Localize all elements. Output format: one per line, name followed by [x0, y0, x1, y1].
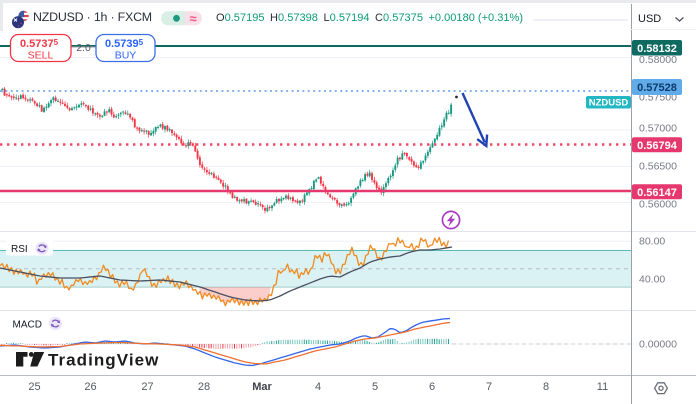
svg-text:6: 6	[429, 381, 435, 393]
svg-text:0.57000: 0.57000	[639, 123, 677, 135]
svg-text:0.57375: 0.57375	[20, 38, 59, 50]
svg-text:5: 5	[372, 381, 378, 393]
svg-text:27: 27	[141, 381, 153, 393]
svg-text:0.56794: 0.56794	[637, 140, 678, 152]
svg-text:0.57395: 0.57395	[105, 38, 144, 50]
svg-text:0.56000: 0.56000	[639, 199, 677, 211]
svg-text:NZDUSD: NZDUSD	[589, 98, 629, 109]
svg-text:RSI: RSI	[11, 244, 28, 255]
svg-text:0.57528: 0.57528	[637, 82, 677, 94]
svg-text:2.0: 2.0	[76, 42, 91, 54]
svg-text:26: 26	[84, 381, 96, 393]
svg-text:≈: ≈	[190, 11, 197, 26]
svg-text:11: 11	[597, 381, 608, 393]
svg-text:4: 4	[315, 381, 321, 393]
svg-text:0.00000: 0.00000	[639, 339, 677, 351]
svg-text:Mar: Mar	[252, 381, 272, 393]
svg-text:80.00: 80.00	[639, 236, 665, 248]
svg-text:40.00: 40.00	[639, 273, 665, 285]
svg-text:8: 8	[543, 381, 549, 393]
svg-text:MACD: MACD	[13, 320, 42, 331]
svg-text:BUY: BUY	[115, 50, 137, 62]
svg-text:28: 28	[198, 381, 210, 393]
svg-text:25: 25	[28, 381, 40, 393]
svg-text:USD: USD	[638, 13, 661, 25]
svg-text:SELL: SELL	[28, 50, 54, 62]
svg-text:0.56500: 0.56500	[639, 161, 677, 173]
svg-text:TradingView: TradingView	[48, 351, 159, 370]
svg-text:0.58000: 0.58000	[639, 54, 677, 66]
svg-text:0.56147: 0.56147	[637, 187, 677, 199]
svg-text:7: 7	[486, 381, 492, 393]
svg-text:0.58132: 0.58132	[637, 43, 677, 55]
svg-text:NZDUSD · 1h · FXCM: NZDUSD · 1h · FXCM	[33, 10, 152, 24]
